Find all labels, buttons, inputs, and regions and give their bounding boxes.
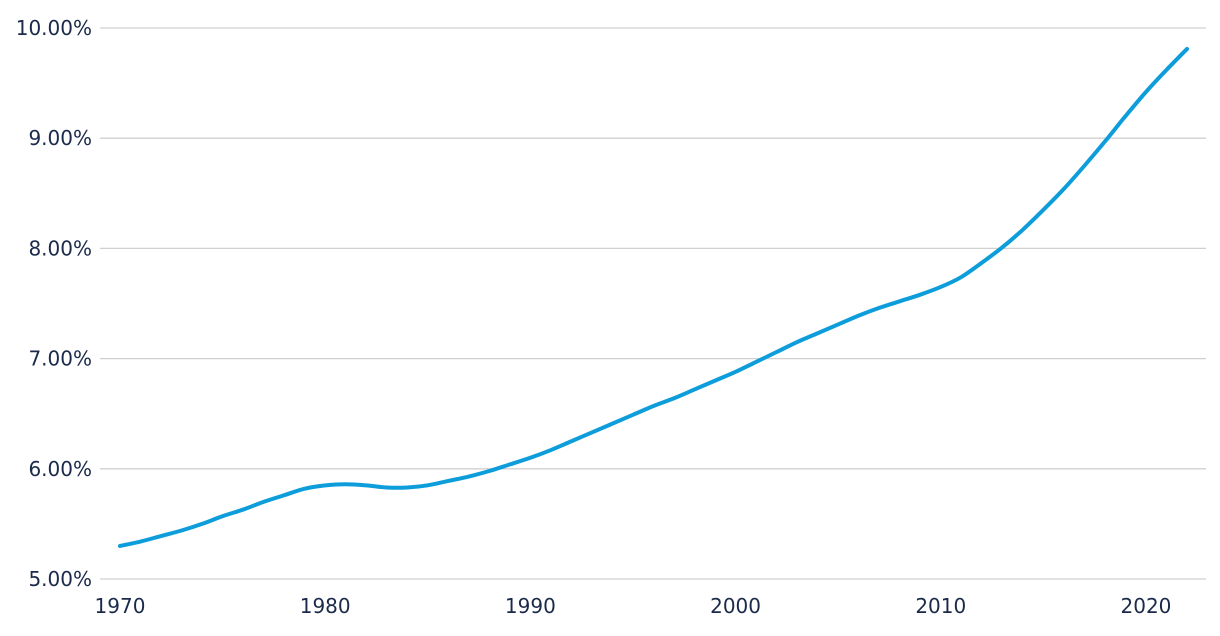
y-tick-label: 6.00%	[28, 457, 92, 481]
x-tick-label: 1980	[300, 594, 351, 618]
series-layer	[118, 46, 1189, 548]
x-tick-label: 2010	[915, 594, 966, 618]
y-tick-label: 7.00%	[28, 347, 92, 371]
y-tick-label: 9.00%	[28, 126, 92, 150]
y-axis-tick-labels: 5.00% 6.00% 7.00% 8.00% 9.00% 10.00%	[16, 16, 92, 591]
x-axis-tick-labels: 1970 1980 1990 2000 2010 2020	[95, 594, 1172, 618]
x-tick-label: 1990	[505, 594, 556, 618]
y-tick-label: 10.00%	[16, 16, 92, 40]
x-tick-label: 1970	[95, 594, 146, 618]
x-tick-label: 2020	[1121, 594, 1172, 618]
x-tick-label: 2000	[710, 594, 761, 618]
grid	[100, 27, 1206, 580]
series-line-0	[118, 46, 1189, 548]
y-tick-label: 5.00%	[28, 567, 92, 591]
y-tick-label: 8.00%	[28, 236, 92, 260]
